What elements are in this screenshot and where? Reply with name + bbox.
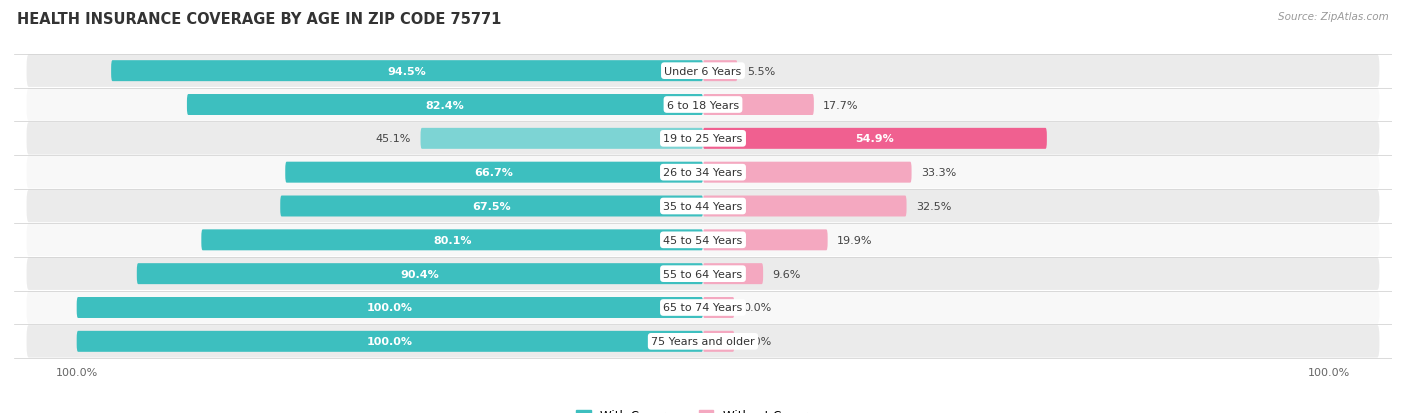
Text: 54.9%: 54.9% — [855, 134, 894, 144]
Text: 0.0%: 0.0% — [744, 303, 772, 313]
FancyBboxPatch shape — [27, 190, 1379, 223]
FancyBboxPatch shape — [280, 196, 703, 217]
FancyBboxPatch shape — [201, 230, 703, 251]
FancyBboxPatch shape — [77, 297, 703, 318]
FancyBboxPatch shape — [136, 263, 703, 285]
Text: HEALTH INSURANCE COVERAGE BY AGE IN ZIP CODE 75771: HEALTH INSURANCE COVERAGE BY AGE IN ZIP … — [17, 12, 502, 27]
Text: 5.5%: 5.5% — [747, 66, 775, 76]
Text: 0.0%: 0.0% — [744, 337, 772, 347]
Text: 55 to 64 Years: 55 to 64 Years — [664, 269, 742, 279]
Text: 35 to 44 Years: 35 to 44 Years — [664, 202, 742, 211]
Text: 90.4%: 90.4% — [401, 269, 439, 279]
Text: Source: ZipAtlas.com: Source: ZipAtlas.com — [1278, 12, 1389, 22]
Text: 67.5%: 67.5% — [472, 202, 510, 211]
FancyBboxPatch shape — [27, 258, 1379, 290]
FancyBboxPatch shape — [285, 162, 703, 183]
FancyBboxPatch shape — [187, 95, 703, 116]
Text: 45 to 54 Years: 45 to 54 Years — [664, 235, 742, 245]
Text: 17.7%: 17.7% — [824, 100, 859, 110]
Text: 75 Years and older: 75 Years and older — [651, 337, 755, 347]
Text: 19.9%: 19.9% — [837, 235, 873, 245]
FancyBboxPatch shape — [703, 95, 814, 116]
FancyBboxPatch shape — [703, 128, 1047, 150]
Text: 33.3%: 33.3% — [921, 168, 956, 178]
FancyBboxPatch shape — [27, 157, 1379, 189]
Text: 82.4%: 82.4% — [426, 100, 464, 110]
Text: 80.1%: 80.1% — [433, 235, 471, 245]
FancyBboxPatch shape — [703, 230, 828, 251]
Legend: With Coverage, Without Coverage: With Coverage, Without Coverage — [572, 404, 834, 413]
Text: 100.0%: 100.0% — [367, 303, 413, 313]
FancyBboxPatch shape — [27, 123, 1379, 155]
Text: 6 to 18 Years: 6 to 18 Years — [666, 100, 740, 110]
FancyBboxPatch shape — [703, 162, 911, 183]
FancyBboxPatch shape — [111, 61, 703, 82]
Text: 19 to 25 Years: 19 to 25 Years — [664, 134, 742, 144]
Text: 26 to 34 Years: 26 to 34 Years — [664, 168, 742, 178]
Text: 94.5%: 94.5% — [388, 66, 426, 76]
Text: 9.6%: 9.6% — [772, 269, 801, 279]
FancyBboxPatch shape — [420, 128, 703, 150]
FancyBboxPatch shape — [27, 292, 1379, 324]
FancyBboxPatch shape — [703, 331, 734, 352]
FancyBboxPatch shape — [703, 196, 907, 217]
FancyBboxPatch shape — [703, 297, 734, 318]
Text: 32.5%: 32.5% — [915, 202, 952, 211]
FancyBboxPatch shape — [27, 89, 1379, 121]
Text: 66.7%: 66.7% — [475, 168, 513, 178]
Text: Under 6 Years: Under 6 Years — [665, 66, 741, 76]
FancyBboxPatch shape — [27, 55, 1379, 88]
Text: 65 to 74 Years: 65 to 74 Years — [664, 303, 742, 313]
Text: 100.0%: 100.0% — [367, 337, 413, 347]
Text: 45.1%: 45.1% — [375, 134, 411, 144]
FancyBboxPatch shape — [27, 224, 1379, 256]
FancyBboxPatch shape — [27, 325, 1379, 358]
FancyBboxPatch shape — [703, 61, 738, 82]
FancyBboxPatch shape — [77, 331, 703, 352]
FancyBboxPatch shape — [703, 263, 763, 285]
